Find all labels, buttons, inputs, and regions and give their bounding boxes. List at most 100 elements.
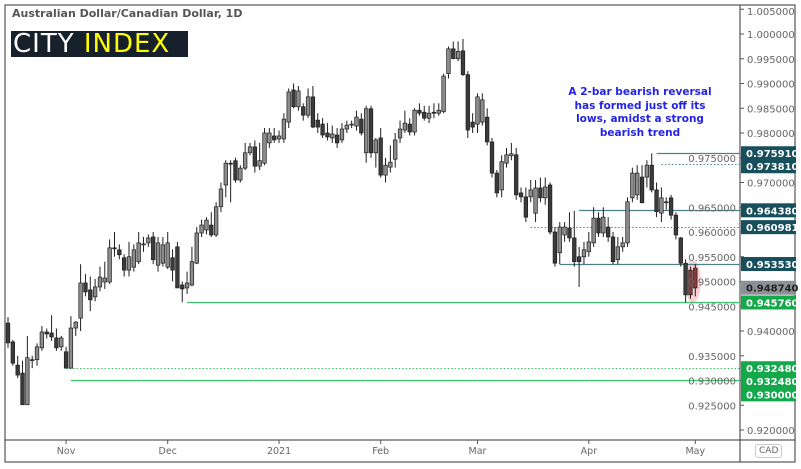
y-tick-label: 0.985000 (747, 104, 795, 115)
candle-body (610, 236, 616, 263)
candle-body (368, 108, 374, 154)
candle-body (615, 246, 620, 261)
candle (194, 227, 199, 265)
price-label-text: 0.964380 (746, 206, 799, 217)
candle (688, 266, 693, 299)
candle-body (175, 246, 180, 289)
candle (673, 212, 679, 240)
price-label-0.945760: 0.945760 (741, 295, 799, 310)
y-tick-label: 0.955000 (688, 253, 736, 264)
candle (378, 128, 383, 178)
candle-body (639, 176, 645, 204)
candle-body (383, 164, 388, 176)
price-label-bg (741, 146, 796, 161)
x-tick-label-May: May (685, 446, 705, 457)
candle-body (146, 237, 151, 244)
candle-body (412, 109, 417, 133)
candle-body (451, 48, 456, 60)
candle (199, 219, 204, 237)
candle-body (659, 197, 664, 214)
candle-body (238, 167, 243, 181)
candle-body (393, 139, 398, 160)
candle (68, 316, 74, 369)
candle-body (117, 249, 122, 256)
candle (30, 355, 35, 369)
candle (344, 120, 349, 133)
candle (126, 241, 132, 277)
y-tick-label: 0.925000 (688, 401, 736, 412)
candle-body (504, 154, 509, 164)
candle (354, 110, 359, 131)
candle-body (209, 224, 214, 236)
candle-body (325, 132, 330, 138)
candle-body (668, 197, 674, 216)
candle-body (664, 201, 669, 204)
candle-body (688, 269, 693, 296)
candle (112, 232, 117, 257)
candle (78, 264, 83, 331)
candle-body (596, 217, 601, 234)
y-tick-label: 1.000000 (747, 30, 795, 41)
y-tick-label: 0.970000 (747, 179, 795, 190)
candle-body (606, 226, 611, 238)
candle (107, 239, 112, 284)
candle-body (25, 357, 30, 406)
candle (59, 335, 64, 351)
candle-body (39, 331, 45, 349)
candle (441, 73, 446, 114)
candle-body (509, 153, 514, 157)
candle-body (683, 262, 688, 296)
candle-body (693, 267, 698, 289)
candle (509, 142, 514, 161)
candle (122, 254, 127, 277)
candle-body (194, 232, 199, 264)
y-tick-label: 0.995000 (747, 55, 795, 66)
candle (635, 165, 640, 200)
candle-body (591, 217, 596, 244)
candle-body (422, 111, 427, 119)
y-tick-label: 0.975000 (688, 154, 736, 165)
candle (117, 244, 122, 260)
candle (102, 261, 107, 289)
candle-body (649, 164, 654, 191)
candle (315, 113, 320, 133)
y-tick-label: 0.940000 (747, 327, 795, 338)
candle-body (213, 206, 219, 236)
candle (305, 88, 311, 119)
candle-body (320, 123, 325, 136)
candle (349, 120, 354, 129)
price-label-0.932480: 0.932480 (741, 361, 799, 376)
price-label-text: 0.945760 (746, 298, 799, 309)
candle (44, 328, 49, 339)
candle (209, 212, 214, 237)
candle-body (30, 359, 35, 362)
candle-body (673, 214, 679, 236)
candle (455, 41, 461, 62)
candle-body (165, 242, 170, 268)
candle-body (204, 219, 209, 231)
candle-body (489, 141, 495, 174)
candle-body (557, 226, 562, 254)
candle (252, 140, 257, 173)
candle-body (567, 227, 572, 239)
candle-body (73, 321, 78, 329)
candle (470, 113, 475, 133)
candle-body (10, 341, 15, 364)
candle (664, 197, 669, 210)
candle-body (388, 161, 393, 168)
currency-badge[interactable]: CAD (755, 444, 783, 458)
y-tick-label: 0.930000 (688, 377, 736, 388)
candle (247, 142, 253, 156)
candle (489, 137, 495, 178)
candle (397, 120, 403, 143)
candle (446, 46, 451, 79)
candle-body (397, 128, 403, 139)
candle-body (407, 123, 412, 133)
candle (407, 118, 412, 136)
candle-body (552, 231, 558, 264)
candle-body (455, 50, 461, 60)
price-label-0.960981: 0.960981 (741, 220, 799, 235)
y-tick-label: 0.960000 (688, 228, 736, 239)
candle (334, 128, 340, 148)
